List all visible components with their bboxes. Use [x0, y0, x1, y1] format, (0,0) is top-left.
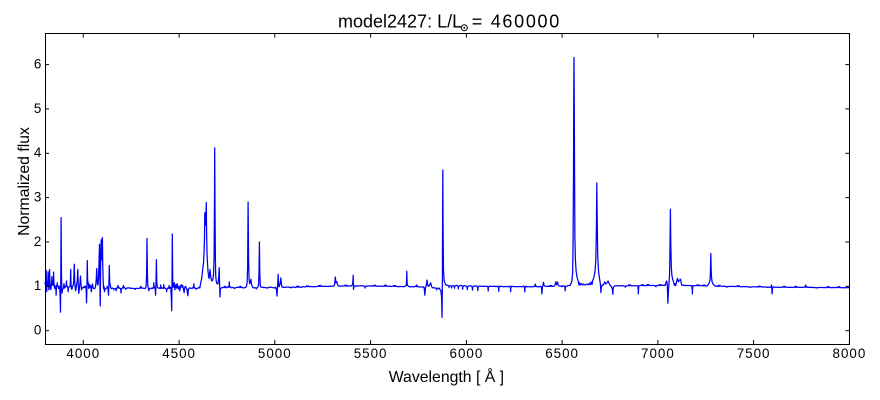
svg-text:0: 0: [34, 323, 41, 338]
svg-text:5: 5: [34, 101, 41, 116]
svg-text:7500: 7500: [737, 346, 771, 361]
svg-text:4: 4: [34, 145, 42, 160]
svg-text:7000: 7000: [641, 346, 675, 361]
svg-text:1: 1: [34, 278, 41, 293]
svg-text:4000: 4000: [66, 346, 100, 361]
svg-text:6: 6: [34, 57, 41, 72]
svg-text:2: 2: [34, 234, 41, 249]
svg-text:6500: 6500: [545, 346, 579, 361]
svg-text:5000: 5000: [258, 346, 292, 361]
svg-text:= 460000: = 460000: [472, 12, 561, 32]
svg-text:8000: 8000: [833, 346, 867, 361]
svg-text:Wavelength [ Å ]: Wavelength [ Å ]: [389, 367, 504, 386]
svg-text:model2427: L/L: model2427: L/L: [338, 12, 462, 32]
svg-text:4500: 4500: [162, 346, 196, 361]
svg-text:3: 3: [34, 190, 41, 205]
svg-text:Normalized flux: Normalized flux: [16, 127, 33, 236]
svg-text:6000: 6000: [450, 346, 484, 361]
svg-text:5500: 5500: [354, 346, 388, 361]
